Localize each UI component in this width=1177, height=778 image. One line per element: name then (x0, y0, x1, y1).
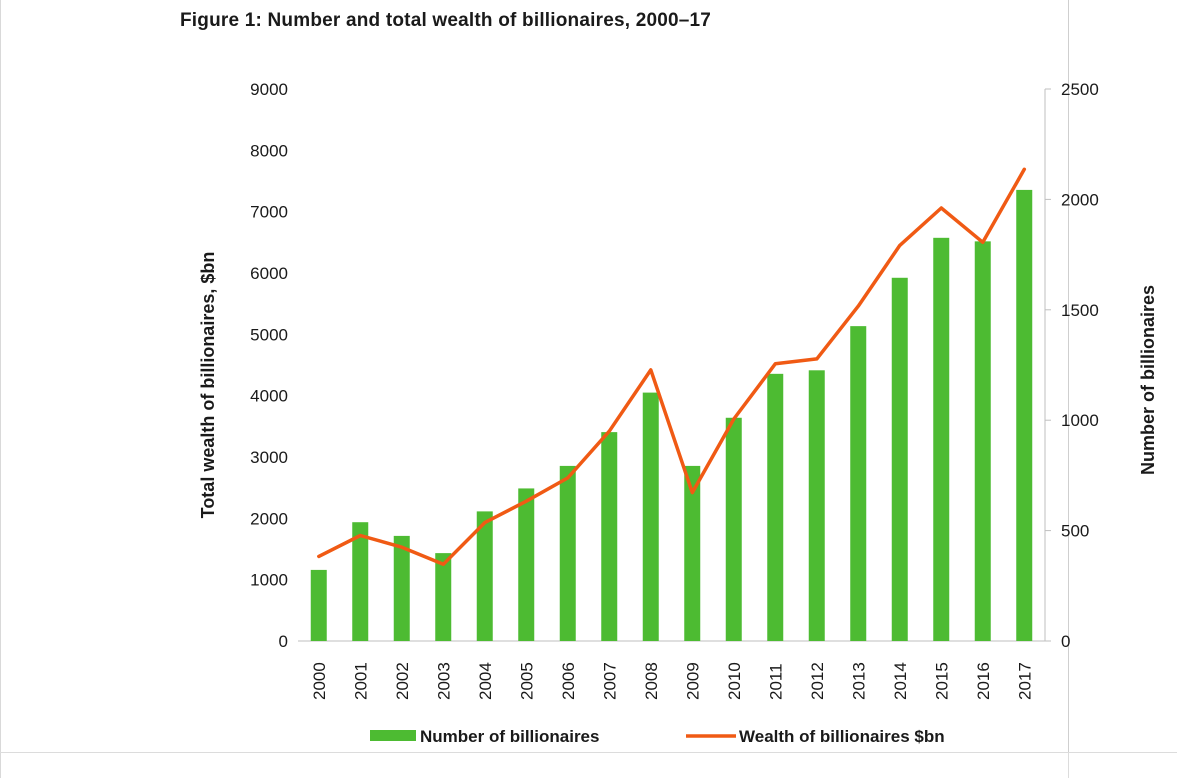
y-left-tick-label: 2000 (250, 509, 288, 528)
x-tick-label: 2003 (434, 662, 453, 700)
x-tick-label: 2013 (849, 662, 868, 700)
x-tick-label: 2012 (808, 662, 827, 700)
bar-2007 (601, 432, 618, 641)
y-right-tick-label: 2000 (1061, 190, 1099, 209)
y-left-tick-label: 7000 (250, 203, 288, 222)
line-group (317, 167, 1027, 567)
y-right-tick-label: 1500 (1061, 301, 1099, 320)
bar-2010 (725, 417, 742, 641)
x-tick-label: 2014 (891, 662, 910, 700)
y-right-tick-label: 1000 (1061, 411, 1099, 430)
y-right-axis-title: Number of billionaires (1138, 285, 1158, 475)
x-tick-label: 2002 (393, 662, 412, 700)
y-left-tick-label: 9000 (250, 80, 288, 99)
y-left-tick-label: 1000 (250, 571, 288, 590)
bar-2014 (891, 277, 908, 641)
legend-line-label: Wealth of billionaires $bn (739, 727, 945, 746)
frame-left-border (0, 0, 1, 778)
x-tick-label: 2007 (600, 662, 619, 700)
y-right-tick-label: 2500 (1061, 80, 1099, 99)
bar-2015 (933, 237, 950, 641)
x-tick-label: 2004 (476, 662, 495, 700)
bar-2005 (518, 488, 535, 641)
x-tick-label: 2001 (351, 662, 370, 700)
x-tick-label: 2009 (683, 662, 702, 700)
frame-bottom-border (0, 752, 1177, 753)
y-left-tick-label: 8000 (250, 141, 288, 160)
x-tick-label: 2015 (932, 662, 951, 700)
y-left-tick-label: 3000 (250, 448, 288, 467)
bar-2004 (476, 511, 493, 641)
legend-bar-swatch (370, 730, 416, 741)
x-tick-label: 2006 (559, 662, 578, 700)
x-tick-label: 2008 (642, 662, 661, 700)
bar-2016 (974, 241, 991, 642)
frame-right-border (1068, 0, 1069, 752)
x-tick-label: 2011 (766, 663, 785, 700)
y-right-tick-label: 0 (1061, 632, 1070, 651)
bar-2001 (352, 522, 369, 641)
bar-2000 (310, 569, 327, 641)
x-tick-label: 2016 (974, 662, 993, 700)
bar-2009 (684, 465, 701, 641)
x-tick-label: 2000 (310, 662, 329, 700)
bars-group (310, 189, 1033, 642)
x-tick-label: 2005 (517, 662, 536, 700)
legend-bar-label: Number of billionaires (420, 727, 599, 746)
wealth-line (317, 167, 1027, 567)
bar-2012 (808, 370, 825, 641)
y-left-tick-label: 4000 (250, 387, 288, 406)
y-right-tick-label: 500 (1061, 522, 1089, 541)
y-left-tick-label: 6000 (250, 264, 288, 283)
bar-2002 (393, 535, 410, 641)
ticks-group: 0 1000 2000 3000 4000 5000 6000 7000 8000 9000 0 50… (198, 80, 1158, 700)
chart-title: Figure 1: Number and total wealth of bil… (180, 10, 712, 31)
x-tick-label: 2017 (1015, 662, 1034, 700)
x-tick-label: 2010 (725, 662, 744, 700)
bar-2006 (559, 465, 576, 641)
bar-2017 (1016, 189, 1033, 642)
y-left-axis-title: Total wealth of billionaires, $bn (198, 252, 218, 519)
bar-2011 (767, 373, 784, 641)
y-left-tick-label: 5000 (250, 325, 288, 344)
bar-2003 (435, 553, 452, 641)
legend: Number of billionaires Wealth of billiona… (370, 727, 945, 746)
bar-2013 (850, 326, 867, 641)
frame-bottom-right-border (1068, 752, 1069, 778)
bar-2008 (642, 392, 659, 641)
y-left-tick-label: 0 (279, 632, 288, 651)
axes-group (298, 88, 1051, 642)
